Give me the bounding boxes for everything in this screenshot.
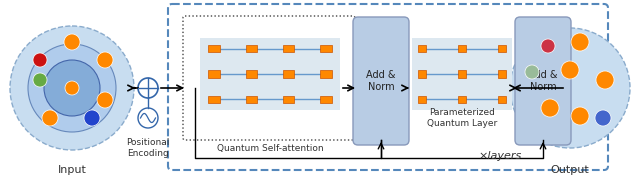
Circle shape xyxy=(65,81,79,95)
Bar xyxy=(321,70,332,77)
Circle shape xyxy=(571,33,589,51)
Bar xyxy=(283,70,294,77)
Circle shape xyxy=(44,60,100,116)
Text: Add &
Norm: Add & Norm xyxy=(528,70,557,92)
Bar xyxy=(209,45,220,52)
Circle shape xyxy=(97,92,113,108)
Circle shape xyxy=(571,107,589,125)
Circle shape xyxy=(541,99,559,117)
Circle shape xyxy=(595,110,611,126)
Bar xyxy=(209,70,220,77)
Bar xyxy=(458,70,466,77)
Bar xyxy=(418,70,426,77)
Circle shape xyxy=(33,53,47,67)
Circle shape xyxy=(33,73,47,87)
Circle shape xyxy=(97,52,113,68)
Bar xyxy=(458,45,466,52)
Bar xyxy=(321,96,332,103)
Bar xyxy=(418,96,426,103)
Bar xyxy=(246,70,257,77)
Text: Add &
Norm: Add & Norm xyxy=(366,70,396,92)
Text: Quantum Self-attention: Quantum Self-attention xyxy=(217,144,323,153)
Text: ×layers: ×layers xyxy=(478,151,522,161)
Circle shape xyxy=(541,39,555,53)
Circle shape xyxy=(28,44,116,132)
FancyBboxPatch shape xyxy=(515,17,571,145)
Bar xyxy=(200,38,340,110)
Bar xyxy=(458,96,466,103)
Circle shape xyxy=(561,61,579,79)
Bar xyxy=(498,96,506,103)
Circle shape xyxy=(510,28,630,148)
Bar xyxy=(283,45,294,52)
Bar xyxy=(283,96,294,103)
Circle shape xyxy=(525,65,539,79)
Bar xyxy=(412,38,512,110)
Bar xyxy=(498,45,506,52)
Bar xyxy=(418,45,426,52)
Circle shape xyxy=(138,108,158,128)
Circle shape xyxy=(138,78,158,98)
Bar xyxy=(209,96,220,103)
Bar xyxy=(246,45,257,52)
Bar xyxy=(498,70,506,77)
Text: Input: Input xyxy=(58,165,86,175)
Text: Parameterized
Quantum Layer: Parameterized Quantum Layer xyxy=(427,108,497,128)
Text: Output: Output xyxy=(550,165,589,175)
Bar xyxy=(246,96,257,103)
FancyBboxPatch shape xyxy=(353,17,409,145)
Circle shape xyxy=(10,26,134,150)
Circle shape xyxy=(596,71,614,89)
Text: Positional
Encoding: Positional Encoding xyxy=(126,138,170,158)
Circle shape xyxy=(42,110,58,126)
Circle shape xyxy=(84,110,100,126)
Circle shape xyxy=(64,34,80,50)
Bar xyxy=(321,45,332,52)
